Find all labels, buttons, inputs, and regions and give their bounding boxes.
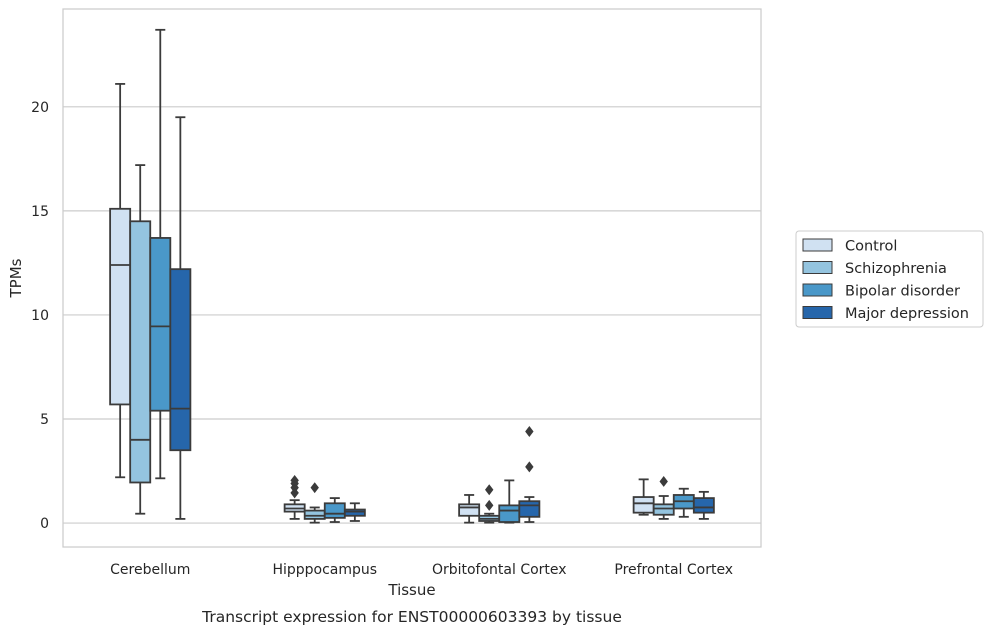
box-major-depression [169, 116, 192, 520]
chart-caption: Transcript expression for ENST0000060339… [201, 608, 622, 626]
x-axis-label: Tissue [387, 581, 435, 599]
y-tick-label: 5 [40, 412, 49, 428]
box-iqr [518, 500, 541, 518]
outlier-marker [485, 499, 494, 511]
box-major-depression [518, 426, 541, 523]
box-control [109, 83, 132, 479]
box-iqr [303, 509, 326, 520]
legend-label: Control [845, 239, 897, 255]
box-iqr [343, 508, 366, 517]
box-control [283, 474, 306, 520]
y-tick-label: 15 [31, 204, 49, 220]
legend: Control Schizophrenia Bipolar disorder Majo… [795, 230, 984, 328]
box-control [632, 478, 655, 516]
box-schizophrenia [478, 484, 501, 524]
box-iqr [323, 502, 346, 519]
outlier-marker [659, 475, 668, 487]
box-schizophrenia [303, 482, 326, 524]
outlier-marker [310, 482, 319, 494]
legend-label: Major depression [845, 306, 969, 322]
box-bipolar-disorder [323, 497, 346, 523]
y-tick-label: 0 [40, 516, 49, 532]
box-iqr [169, 268, 192, 452]
box-schizophrenia [652, 475, 675, 520]
x-tick-label: Hipppocampus [272, 562, 377, 578]
plot-area-frame [62, 8, 762, 548]
box-iqr [458, 503, 481, 517]
y-axis-label: TPMs [7, 258, 25, 298]
legend-frame [795, 230, 984, 328]
legend-label: Bipolar disorder [845, 284, 960, 300]
box-iqr [149, 237, 172, 412]
y-tick-label: 20 [31, 100, 49, 116]
box-iqr [652, 503, 675, 516]
outlier-marker [525, 461, 534, 473]
x-tick-label: Cerebellum [110, 562, 190, 578]
box-series [109, 28, 715, 524]
box-iqr [109, 207, 132, 406]
box-bipolar-disorder [149, 28, 172, 480]
legend-swatch [802, 283, 833, 297]
legend-swatch [802, 261, 833, 274]
box-iqr [692, 497, 715, 514]
box-control [458, 494, 481, 524]
legend-swatch [802, 306, 833, 319]
box-major-depression [343, 502, 366, 522]
box-iqr [498, 504, 521, 523]
legend-label: Schizophrenia [845, 261, 947, 277]
legend-swatch [802, 238, 833, 252]
box-bipolar-disorder [672, 487, 695, 518]
x-tick-label: Orbitofontal Cortex [432, 562, 567, 578]
outlier-marker [290, 474, 299, 486]
x-tick-label: Prefrontal Cortex [614, 562, 733, 578]
box-iqr [129, 220, 152, 484]
y-axis-ticks: 0 5 10 15 20 [31, 100, 49, 532]
y-tick-label: 10 [31, 308, 49, 324]
outlier-marker [485, 484, 494, 496]
outlier-marker [525, 426, 534, 437]
box-schizophrenia [129, 164, 152, 515]
box-iqr [632, 496, 655, 514]
box-major-depression [692, 490, 715, 520]
x-axis-ticks: Cerebellum Hipppocampus Orbitofontal Corte… [110, 562, 733, 578]
box-bipolar-disorder [498, 479, 521, 524]
